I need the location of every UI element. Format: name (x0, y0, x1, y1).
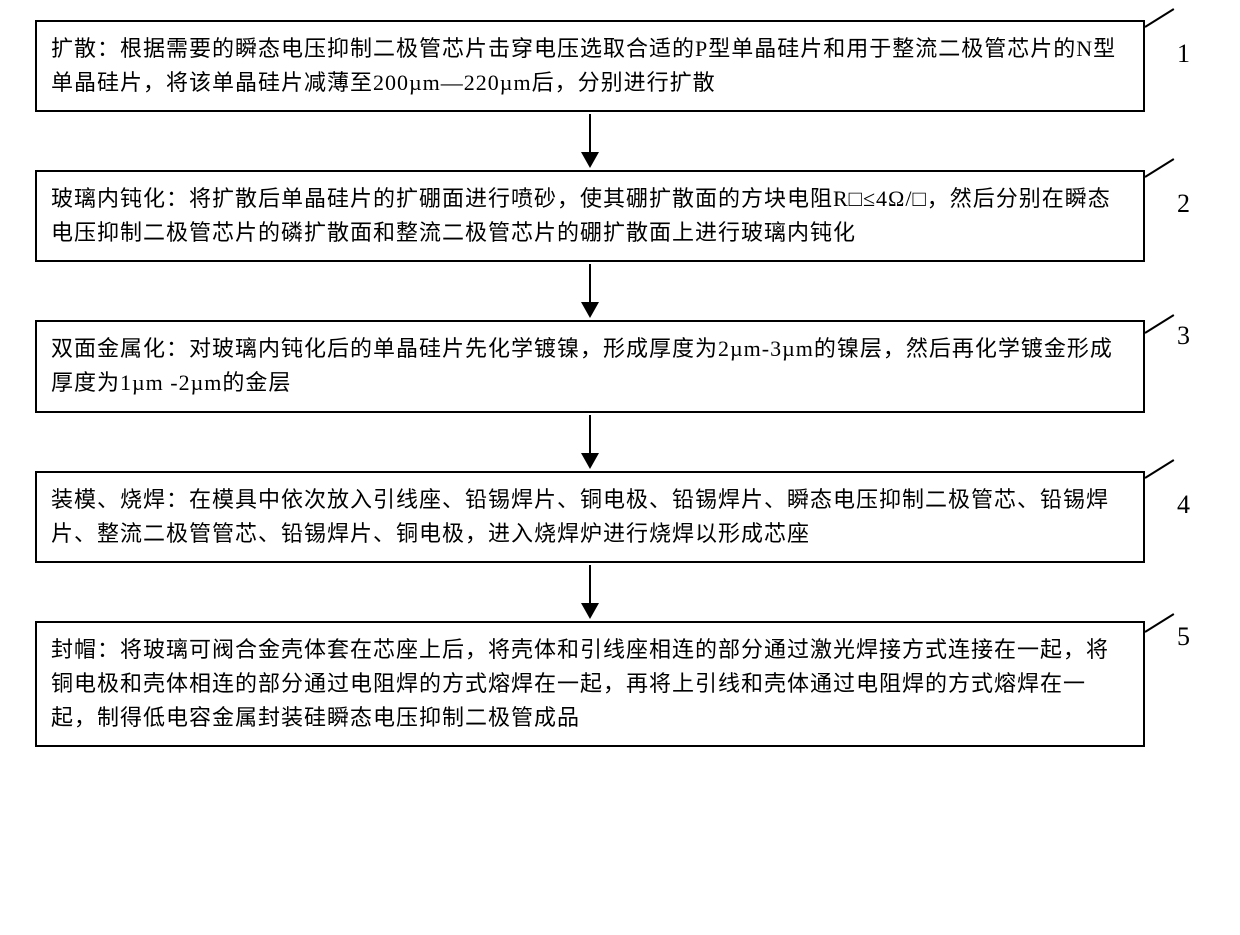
arrow-head-icon (581, 603, 599, 619)
step-box-4: 装模、烧焊：在模具中依次放入引线座、铅锡焊片、铜电极、铅锡焊片、瞬态电压抑制二极… (35, 471, 1145, 563)
step-box-1: 扩散：根据需要的瞬态电压抑制二极管芯片击穿电压选取合适的P型单晶硅片和用于整流二… (35, 20, 1145, 112)
arrow-line (589, 565, 591, 607)
step-number-label: 2 (1177, 184, 1191, 224)
lead-line (1144, 8, 1174, 28)
step-text: 扩散：根据需要的瞬态电压抑制二极管芯片击穿电压选取合适的P型单晶硅片和用于整流二… (51, 36, 1116, 95)
lead-line (1144, 158, 1174, 178)
arrow-head-icon (581, 152, 599, 168)
lead-line (1144, 315, 1174, 335)
step-box-5: 封帽：将玻璃可阀合金壳体套在芯座上后，将壳体和引线座相连的部分通过激光焊接方式连… (35, 621, 1145, 747)
step-number-label: 4 (1177, 485, 1191, 525)
flow-arrow (35, 413, 1145, 471)
step-number-label: 1 (1177, 34, 1191, 74)
step-text: 玻璃内钝化：将扩散后单晶硅片的扩硼面进行喷砂，使其硼扩散面的方块电阻R□≤4Ω/… (51, 186, 1111, 245)
arrow-line (589, 415, 591, 457)
step-number-label: 3 (1177, 316, 1191, 356)
arrow-head-icon (581, 302, 599, 318)
lead-line (1144, 459, 1174, 479)
step-number-label: 5 (1177, 617, 1191, 657)
flowchart-container: 扩散：根据需要的瞬态电压抑制二极管芯片击穿电压选取合适的P型单晶硅片和用于整流二… (35, 20, 1195, 747)
arrow-head-icon (581, 453, 599, 469)
step-text: 双面金属化：对玻璃内钝化后的单晶硅片先化学镀镍，形成厚度为2µm-3µm的镍层，… (51, 336, 1113, 395)
step-text: 封帽：将玻璃可阀合金壳体套在芯座上后，将壳体和引线座相连的部分通过激光焊接方式连… (51, 637, 1109, 730)
flow-arrow (35, 112, 1145, 170)
arrow-line (589, 264, 591, 306)
step-text: 装模、烧焊：在模具中依次放入引线座、铅锡焊片、铜电极、铅锡焊片、瞬态电压抑制二极… (51, 487, 1109, 546)
flow-arrow (35, 262, 1145, 320)
flow-arrow (35, 563, 1145, 621)
step-box-3: 双面金属化：对玻璃内钝化后的单晶硅片先化学镀镍，形成厚度为2µm-3µm的镍层，… (35, 320, 1145, 412)
step-box-2: 玻璃内钝化：将扩散后单晶硅片的扩硼面进行喷砂，使其硼扩散面的方块电阻R□≤4Ω/… (35, 170, 1145, 262)
arrow-line (589, 114, 591, 156)
lead-line (1144, 613, 1174, 633)
